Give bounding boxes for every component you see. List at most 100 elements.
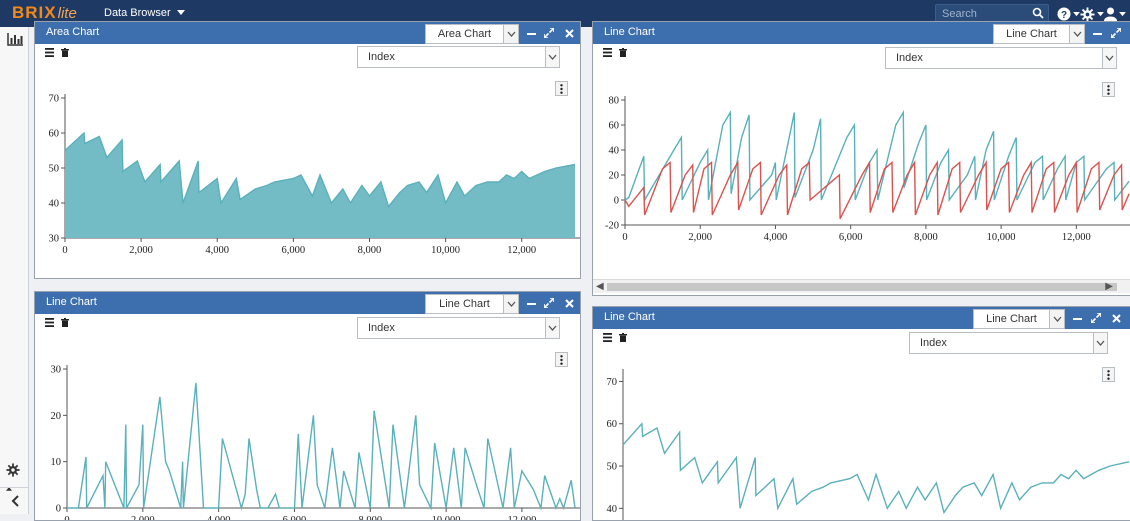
minimize-button[interactable] <box>524 25 538 41</box>
gear-icon <box>6 463 20 477</box>
horizontal-scrollbar[interactable]: ◀ ▶ <box>593 279 1130 293</box>
help-menu[interactable]: ? <box>1057 5 1080 23</box>
panel-tools <box>45 318 69 327</box>
x-axis-value: Index <box>368 51 395 63</box>
panel-header: Line Chart Line Chart <box>593 307 1130 329</box>
settings-menu[interactable] <box>1080 5 1104 23</box>
data-browser-label: Data Browser <box>104 7 171 19</box>
chart-options-button[interactable] <box>555 352 568 367</box>
y-tick-label: 60 <box>607 419 618 430</box>
x-axis-select[interactable]: Index <box>909 332 1108 354</box>
minimize-icon <box>526 32 536 35</box>
close-icon <box>564 28 574 38</box>
chevron-down-icon <box>1102 48 1116 68</box>
chevron-down-icon <box>503 25 518 43</box>
x-tick-label: 8,000 <box>914 232 938 243</box>
more-vertical-icon <box>1107 84 1110 95</box>
chart-panel-2: Line Chart Line Chart Index -20 0 20 40 60 80… <box>592 21 1130 296</box>
x-tick-label: 10,000 <box>432 515 461 521</box>
y-tick-label: 0 <box>56 504 61 515</box>
x-tick-label: 6,000 <box>282 245 306 256</box>
panel-title: Area Chart <box>46 26 100 38</box>
caret-down-icon <box>176 10 185 16</box>
maximize-button[interactable] <box>542 25 556 41</box>
close-icon <box>564 298 574 308</box>
y-tick-label: 70 <box>49 94 60 105</box>
x-axis-select[interactable]: Index <box>357 46 560 68</box>
y-tick-label: 80 <box>609 96 620 107</box>
x-tick-label: 4,000 <box>764 232 788 243</box>
y-tick-label: 0 <box>614 196 619 207</box>
chart-options-button[interactable] <box>1102 367 1115 382</box>
chart-type-select[interactable]: Line Chart <box>973 309 1065 329</box>
chevron-down-icon <box>545 47 559 67</box>
app-logo[interactable]: BRIX lite <box>12 3 77 22</box>
trash-icon[interactable] <box>619 333 627 342</box>
more-vertical-icon <box>1107 369 1110 380</box>
close-button[interactable] <box>562 295 576 311</box>
panel-tools <box>603 333 627 342</box>
area-series-line <box>64 131 576 208</box>
menu-icon[interactable] <box>45 48 54 57</box>
chart-type-value: Line Chart <box>986 313 1037 325</box>
close-button[interactable] <box>562 25 576 41</box>
logo-sub: lite <box>57 4 77 22</box>
scroll-left-icon[interactable]: ◀ <box>596 281 604 292</box>
collapse-sidebar-button[interactable] <box>0 487 29 514</box>
x-axis-value: Index <box>920 337 947 349</box>
maximize-button[interactable] <box>542 295 556 311</box>
bar-chart-icon[interactable] <box>7 33 23 46</box>
maximize-button[interactable] <box>1089 310 1103 326</box>
menu-icon[interactable] <box>603 333 612 342</box>
y-tick-label: 60 <box>49 129 60 140</box>
minimize-button[interactable] <box>1090 25 1104 41</box>
menu-icon[interactable] <box>603 48 612 57</box>
sidebar-settings-button[interactable] <box>6 463 28 494</box>
trash-icon[interactable] <box>619 48 627 57</box>
x-tick-label: 12,000 <box>507 245 536 256</box>
user-menu[interactable] <box>1104 5 1126 23</box>
gear-icon <box>1080 6 1095 22</box>
search-input[interactable] <box>936 5 1031 23</box>
y-tick-label: -20 <box>605 221 619 232</box>
y-tick-label: 40 <box>49 199 60 210</box>
panel-header: Area Chart Area Chart <box>35 22 580 44</box>
search-icon[interactable] <box>1032 7 1044 19</box>
chevron-down-icon <box>1093 333 1107 353</box>
scroll-right-icon[interactable]: ▶ <box>1105 281 1113 292</box>
series-line-value <box>622 421 1130 515</box>
panel-title: Line Chart <box>604 26 655 38</box>
expand-icon <box>1091 313 1101 323</box>
panel-title: Line Chart <box>46 296 97 308</box>
x-tick-label: 2,000 <box>688 232 712 243</box>
chart-type-select[interactable]: Line Chart <box>993 24 1085 44</box>
y-tick-label: 30 <box>51 365 62 376</box>
chevron-down-icon <box>1069 25 1084 43</box>
trash-icon[interactable] <box>61 48 69 57</box>
caret-up-icon <box>6 487 12 491</box>
trash-icon[interactable] <box>61 318 69 327</box>
data-browser-menu[interactable]: Data Browser <box>104 7 185 19</box>
minimize-button[interactable] <box>524 295 538 311</box>
chart-type-select[interactable]: Area Chart <box>425 24 519 44</box>
x-axis-select[interactable]: Index <box>357 317 560 339</box>
more-vertical-icon <box>560 83 563 94</box>
x-axis-select[interactable]: Index <box>885 47 1117 69</box>
chart-type-select[interactable]: Line Chart <box>425 294 519 314</box>
x-axis-value: Index <box>896 52 923 64</box>
close-button[interactable] <box>1109 310 1123 326</box>
expand-icon <box>544 28 554 38</box>
menu-icon[interactable] <box>45 318 54 327</box>
caret-down-icon <box>1073 11 1080 16</box>
y-tick-label: 40 <box>609 146 620 157</box>
chart-options-button[interactable] <box>555 81 568 96</box>
caret-down-icon <box>1097 11 1104 16</box>
chart-panel-4: Line Chart Line Chart Index 40 50 60 70 <box>592 306 1130 521</box>
x-tick-label: 8,000 <box>358 245 382 256</box>
scrollbar-thumb[interactable] <box>607 283 1117 291</box>
x-tick-label: 4,000 <box>205 245 229 256</box>
chart-options-button[interactable] <box>1102 82 1115 97</box>
y-tick-label: 50 <box>49 164 60 175</box>
minimize-button[interactable] <box>1070 310 1084 326</box>
maximize-button[interactable] <box>1109 25 1123 41</box>
